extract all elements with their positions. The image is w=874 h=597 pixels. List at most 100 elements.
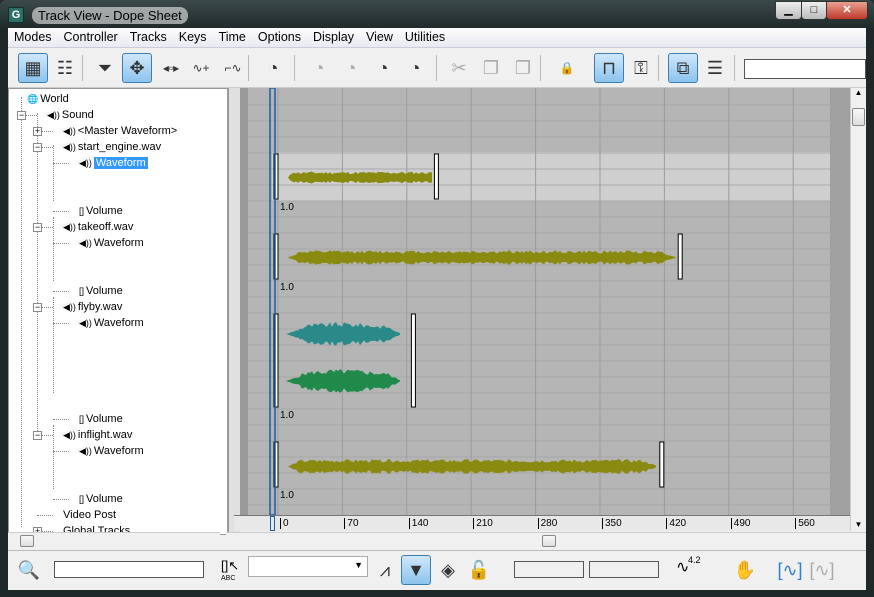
expand-toggle[interactable]: − bbox=[33, 142, 42, 152]
edit-keys-icon[interactable]: ▦ bbox=[18, 53, 48, 83]
object-name-field[interactable] bbox=[54, 561, 204, 578]
frame-field[interactable] bbox=[514, 561, 584, 578]
paste-icon[interactable]: ❐ bbox=[514, 57, 532, 78]
tree-item[interactable]: ◀)) inflight.wav bbox=[63, 427, 132, 443]
scroll-down-icon[interactable]: ▼ bbox=[854, 520, 863, 529]
scrollbar-thumb[interactable] bbox=[20, 535, 34, 547]
expand-toggle[interactable]: + bbox=[33, 126, 42, 136]
tree-item[interactable]: [] Volume bbox=[79, 283, 123, 299]
tree-item[interactable]: [] Volume bbox=[79, 203, 123, 219]
tree-item[interactable]: ◀)) Waveform bbox=[79, 235, 144, 251]
value-field[interactable] bbox=[589, 561, 659, 578]
menu-view[interactable]: View bbox=[365, 30, 393, 44]
snap-frames-icon[interactable]: ⊓ bbox=[594, 53, 624, 83]
sound-icon: ◀)) bbox=[47, 110, 60, 120]
tree-item[interactable]: ◀)) flyby.wav bbox=[63, 299, 122, 315]
expand-toggle[interactable]: + bbox=[33, 526, 42, 535]
show-keyable-icon[interactable]: ⚿ bbox=[634, 57, 648, 78]
expand-toggle[interactable]: − bbox=[33, 430, 42, 440]
tree-item[interactable]: ◀)) Waveform bbox=[79, 155, 148, 171]
app-icon: G bbox=[8, 7, 24, 23]
expand-toggle[interactable]: − bbox=[33, 302, 42, 312]
tree-item[interactable]: 🌐 World bbox=[27, 91, 69, 107]
modify-subtree-icon[interactable]: ⧉ bbox=[668, 53, 698, 83]
bracket-icon: [] bbox=[79, 286, 85, 296]
vertical-scrollbar[interactable]: ▲ ▼ bbox=[850, 88, 866, 531]
pan-hand-icon[interactable]: ✋ bbox=[733, 559, 757, 580]
menu-controller[interactable]: Controller bbox=[63, 30, 118, 44]
panel-splitter[interactable] bbox=[228, 88, 240, 535]
tree-item[interactable]: [] Volume bbox=[79, 411, 123, 427]
select-by-name-icon[interactable]: []↖ bbox=[221, 558, 240, 573]
main-toolbar: ▦ ☷ ⏷ ✥ ◂▫▸ ∿+ ⌐∿ ◔ ◔ ◔ ◔ ◔ ✂ ❐ ❐ 🔒 ⊓ ⚿ ⧉ ☰ bbox=[8, 49, 866, 88]
tree-line bbox=[37, 515, 53, 516]
tree-item[interactable]: ◀)) Waveform bbox=[79, 443, 144, 459]
tree-line bbox=[53, 297, 54, 393]
add-keys-icon[interactable]: ∿+ bbox=[192, 61, 210, 75]
minimize-button[interactable]: ▁ bbox=[775, 1, 802, 20]
lock-selection-icon[interactable]: 🔒 bbox=[559, 61, 575, 75]
toolbar-separator bbox=[82, 55, 83, 81]
search-input[interactable] bbox=[744, 59, 866, 79]
filter-unlocked-icon[interactable]: 🔓 bbox=[467, 559, 491, 580]
tree-line bbox=[53, 217, 54, 281]
bottom-toolbar: 🔍 []↖ ABC ▼ ⩘ ▼ ◈ 🔓 ∿ 4.2 ✋ [∿] [∿] bbox=[8, 550, 866, 590]
maximize-button[interactable]: □ bbox=[801, 1, 827, 20]
scroll-up-icon[interactable]: ▲ bbox=[854, 88, 863, 97]
menu-options[interactable]: Options bbox=[257, 30, 301, 44]
menu-tracks[interactable]: Tracks bbox=[129, 30, 167, 44]
edit-ranges-icon[interactable]: ☷ bbox=[56, 57, 74, 78]
tree-line bbox=[37, 131, 53, 132]
filter-dropdown[interactable]: ▼ bbox=[248, 556, 368, 577]
menu-time[interactable]: Time bbox=[218, 30, 246, 44]
tree-item[interactable]: ◀)) <Master Waveform> bbox=[63, 123, 177, 139]
zoom-selected-object-icon[interactable]: 🔍 bbox=[17, 559, 41, 580]
move-keys-icon[interactable]: ✥ bbox=[122, 53, 152, 83]
dope-sheet-key-window[interactable]: 1.0 1.0 1.0 1.0 bbox=[240, 88, 850, 515]
filter-keyable-icon[interactable]: ◈ bbox=[441, 559, 455, 580]
cut-icon[interactable]: ✂ bbox=[451, 57, 467, 78]
select-time-icon[interactable]: ◔ bbox=[267, 57, 279, 78]
expand-toggle[interactable]: − bbox=[33, 222, 42, 232]
insert-time-icon[interactable]: ◔ bbox=[409, 57, 421, 78]
tree-item[interactable]: Video Post bbox=[63, 507, 116, 523]
modify-child-keys-icon[interactable]: ☰ bbox=[706, 57, 724, 78]
menu-modes[interactable]: Modes bbox=[14, 30, 52, 44]
sound-icon: ◀)) bbox=[63, 430, 76, 440]
filter-selected-icon[interactable]: ▼ bbox=[401, 555, 431, 585]
tree-item[interactable]: Global Tracks bbox=[63, 523, 130, 534]
menu-display[interactable]: Display bbox=[312, 30, 354, 44]
volume-value: 1.0 bbox=[280, 282, 294, 293]
tree-horizontal-scrollbar[interactable] bbox=[8, 532, 220, 548]
menu-keys[interactable]: Keys bbox=[178, 30, 207, 44]
tree-item[interactable]: ◀)) start_engine.wav bbox=[63, 139, 161, 155]
time-slider-handle[interactable] bbox=[270, 516, 275, 531]
zoom-value-extents-icon[interactable]: [∿] bbox=[809, 559, 835, 580]
tree-line bbox=[37, 147, 53, 148]
sound-icon: ◀)) bbox=[79, 318, 92, 328]
tree-item[interactable]: ◀)) Sound bbox=[47, 107, 94, 123]
keys-horizontal-scrollbar[interactable] bbox=[226, 532, 866, 548]
reverse-time-icon[interactable]: ◔ bbox=[345, 57, 357, 78]
show-selected-key-stats-icon[interactable]: ∿ bbox=[676, 559, 690, 576]
filters-icon[interactable]: ⏷ bbox=[97, 57, 113, 78]
menu-utilities[interactable]: Utilities bbox=[404, 30, 446, 44]
scale-time-icon[interactable]: ◔ bbox=[377, 57, 389, 78]
range-end-handle bbox=[659, 441, 665, 488]
tree-item[interactable]: ◀)) takeoff.wav bbox=[63, 219, 133, 235]
expand-toggle[interactable]: − bbox=[17, 110, 26, 120]
copy-icon[interactable]: ❐ bbox=[482, 57, 500, 78]
tree-item[interactable]: [] Volume bbox=[79, 491, 123, 507]
scale-keys-icon[interactable]: ⌐∿ bbox=[224, 61, 242, 75]
delete-time-icon[interactable]: ◔ bbox=[313, 57, 325, 78]
ruler-tick-label: 420 bbox=[666, 518, 686, 529]
zoom-horizontal-extents-icon[interactable]: [∿] bbox=[777, 559, 803, 580]
tree-item[interactable]: ◀)) Waveform bbox=[79, 315, 144, 331]
scrollbar-thumb[interactable] bbox=[852, 108, 865, 126]
close-button[interactable]: ✕ bbox=[826, 1, 868, 20]
ruler-tick-label: 560 bbox=[795, 518, 815, 529]
scrollbar-thumb[interactable] bbox=[542, 535, 556, 547]
time-ruler[interactable]: 0 70 140 210 280 350 420 490 560 bbox=[234, 515, 850, 531]
filter-animated-icon[interactable]: ⩘ bbox=[379, 559, 391, 580]
slide-keys-icon[interactable]: ◂▫▸ bbox=[162, 61, 180, 75]
